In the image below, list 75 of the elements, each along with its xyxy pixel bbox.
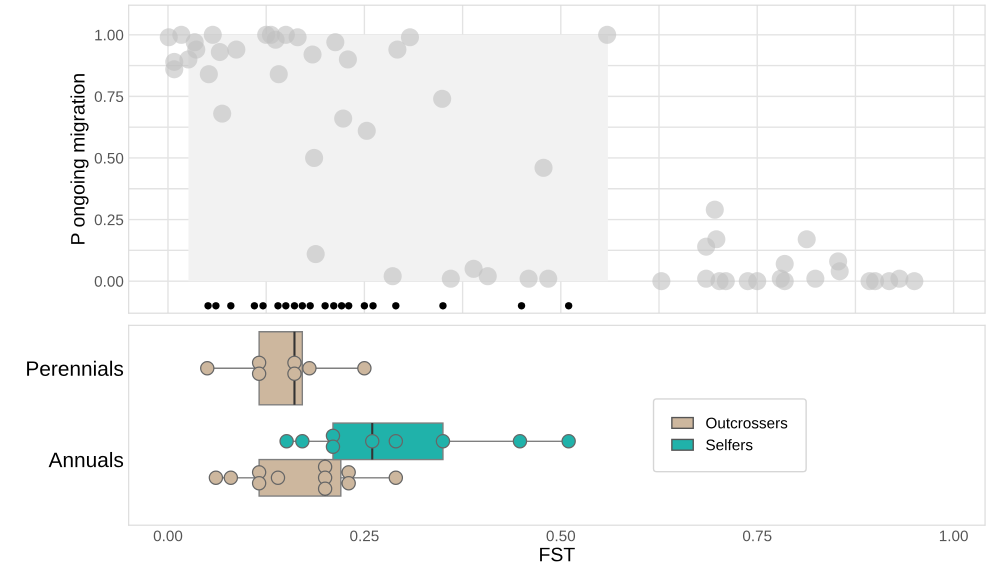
point bbox=[212, 302, 220, 310]
point bbox=[288, 28, 307, 46]
point bbox=[204, 302, 212, 310]
point bbox=[321, 302, 329, 310]
point bbox=[298, 302, 306, 310]
point bbox=[776, 254, 794, 273]
point bbox=[564, 302, 572, 310]
legend-label: Selfers bbox=[706, 439, 752, 450]
point bbox=[259, 302, 267, 310]
point bbox=[227, 302, 235, 310]
point bbox=[716, 272, 735, 290]
point bbox=[400, 28, 420, 46]
point bbox=[776, 272, 794, 290]
y-tick-label: 0.25 bbox=[94, 214, 124, 226]
x-tick-label: 1.00 bbox=[940, 530, 968, 542]
point bbox=[652, 272, 670, 290]
point bbox=[274, 302, 282, 310]
point bbox=[204, 26, 222, 44]
point bbox=[345, 302, 352, 310]
point bbox=[384, 267, 402, 286]
point bbox=[830, 262, 849, 280]
point bbox=[165, 60, 184, 78]
point bbox=[388, 40, 406, 59]
point bbox=[534, 158, 553, 177]
point bbox=[282, 302, 290, 310]
point bbox=[338, 302, 346, 310]
x-axis-title: FST bbox=[540, 548, 575, 562]
point bbox=[905, 272, 924, 290]
y-axis-title: P ongoing migration bbox=[70, 74, 89, 244]
x-tick-label: 0.25 bbox=[350, 530, 379, 542]
point bbox=[303, 45, 322, 64]
point bbox=[433, 90, 452, 108]
y-tick-label: 0.50 bbox=[94, 152, 124, 164]
point bbox=[706, 200, 724, 219]
y-tick-label: 0.00 bbox=[94, 276, 124, 287]
point bbox=[210, 42, 229, 62]
x-tick-label: 0.75 bbox=[742, 530, 772, 542]
point bbox=[305, 148, 324, 168]
point bbox=[306, 244, 325, 264]
point bbox=[338, 50, 357, 68]
point bbox=[369, 302, 377, 310]
point bbox=[360, 302, 368, 310]
point bbox=[270, 65, 288, 84]
point bbox=[518, 302, 526, 310]
y-tick-label: Annuals bbox=[48, 452, 124, 468]
point bbox=[330, 302, 338, 310]
point bbox=[439, 302, 447, 310]
point bbox=[392, 302, 400, 310]
point bbox=[464, 260, 483, 278]
point bbox=[250, 302, 258, 310]
x-tick-label: 0.00 bbox=[154, 530, 182, 542]
point bbox=[200, 65, 218, 84]
point bbox=[290, 302, 298, 310]
point bbox=[890, 270, 908, 288]
point bbox=[697, 238, 716, 256]
point bbox=[334, 109, 352, 128]
point bbox=[358, 122, 376, 140]
point bbox=[539, 270, 558, 288]
point bbox=[172, 26, 190, 44]
point bbox=[442, 270, 460, 288]
point bbox=[213, 104, 232, 123]
point bbox=[478, 267, 497, 286]
point bbox=[798, 230, 816, 248]
y-tick-label: 1.00 bbox=[95, 30, 124, 40]
point bbox=[520, 270, 538, 288]
y-tick-label: Perennials bbox=[27, 360, 124, 376]
x-tick-label: 0.50 bbox=[546, 530, 576, 542]
point bbox=[227, 40, 246, 59]
point bbox=[748, 272, 766, 290]
legend-label: Outcrossers bbox=[706, 418, 788, 428]
point bbox=[326, 33, 344, 52]
point bbox=[598, 26, 616, 44]
point bbox=[806, 270, 824, 288]
point bbox=[306, 302, 314, 310]
y-tick-label: 0.75 bbox=[94, 91, 124, 102]
